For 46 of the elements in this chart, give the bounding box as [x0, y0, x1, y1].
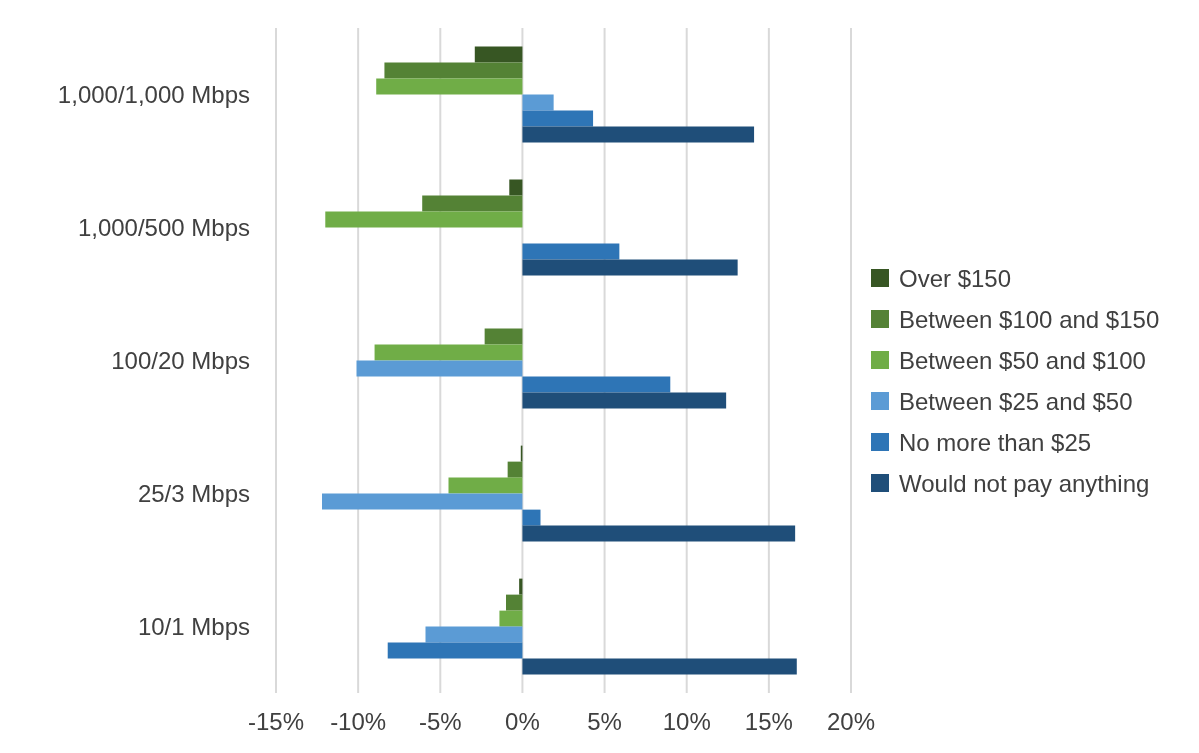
x-tick-label: 5%: [587, 708, 622, 736]
x-tick-label: 0%: [505, 708, 540, 736]
bar: [448, 477, 523, 494]
x-tick-label: 10%: [662, 708, 711, 736]
bar: [376, 78, 523, 95]
bar: [484, 328, 523, 345]
bar: [387, 642, 523, 659]
bar: [322, 493, 523, 510]
legend-label: No more than $25: [899, 427, 1092, 458]
bar: [325, 211, 523, 228]
x-tick-label: 20%: [826, 708, 876, 736]
legend-label: Between $25 and $50: [899, 386, 1133, 417]
legend-label: Between $50 and $100: [899, 345, 1146, 376]
bar: [474, 46, 523, 63]
legend-label: Over $150: [899, 263, 1012, 294]
bar: [522, 243, 620, 260]
bar: [522, 525, 796, 542]
x-tick-label: -5%: [418, 708, 462, 736]
bar: [507, 461, 523, 478]
x-tick-label: -15%: [247, 708, 305, 736]
legend-label: Between $100 and $150: [899, 304, 1160, 335]
y-tick-label: 100/20 Mbps: [111, 347, 250, 375]
bar: [384, 62, 523, 79]
bar: [425, 626, 523, 643]
bar: [374, 344, 523, 361]
y-tick-label: 1,000/1,000 Mbps: [57, 81, 250, 109]
bar: [522, 658, 797, 675]
y-tick-label: 25/3 Mbps: [137, 480, 250, 508]
bar: [522, 94, 554, 111]
y-tick-label: 1,000/500 Mbps: [77, 214, 250, 242]
bar: [522, 110, 594, 127]
bar: [522, 126, 755, 143]
legend-label: Would not pay anything: [899, 468, 1150, 499]
x-tick-label: 15%: [744, 708, 793, 736]
bar: [356, 360, 523, 377]
bar: [506, 594, 523, 611]
bar: [522, 392, 727, 409]
y-tick-label: 10/1 Mbps: [137, 613, 250, 641]
bar: [519, 578, 523, 595]
bar: [509, 179, 523, 196]
bar: [422, 195, 523, 212]
bar: [522, 376, 671, 393]
bar: [522, 509, 541, 526]
x-tick-label: -10%: [330, 708, 387, 736]
bar: [499, 610, 523, 627]
bar: [522, 259, 738, 276]
